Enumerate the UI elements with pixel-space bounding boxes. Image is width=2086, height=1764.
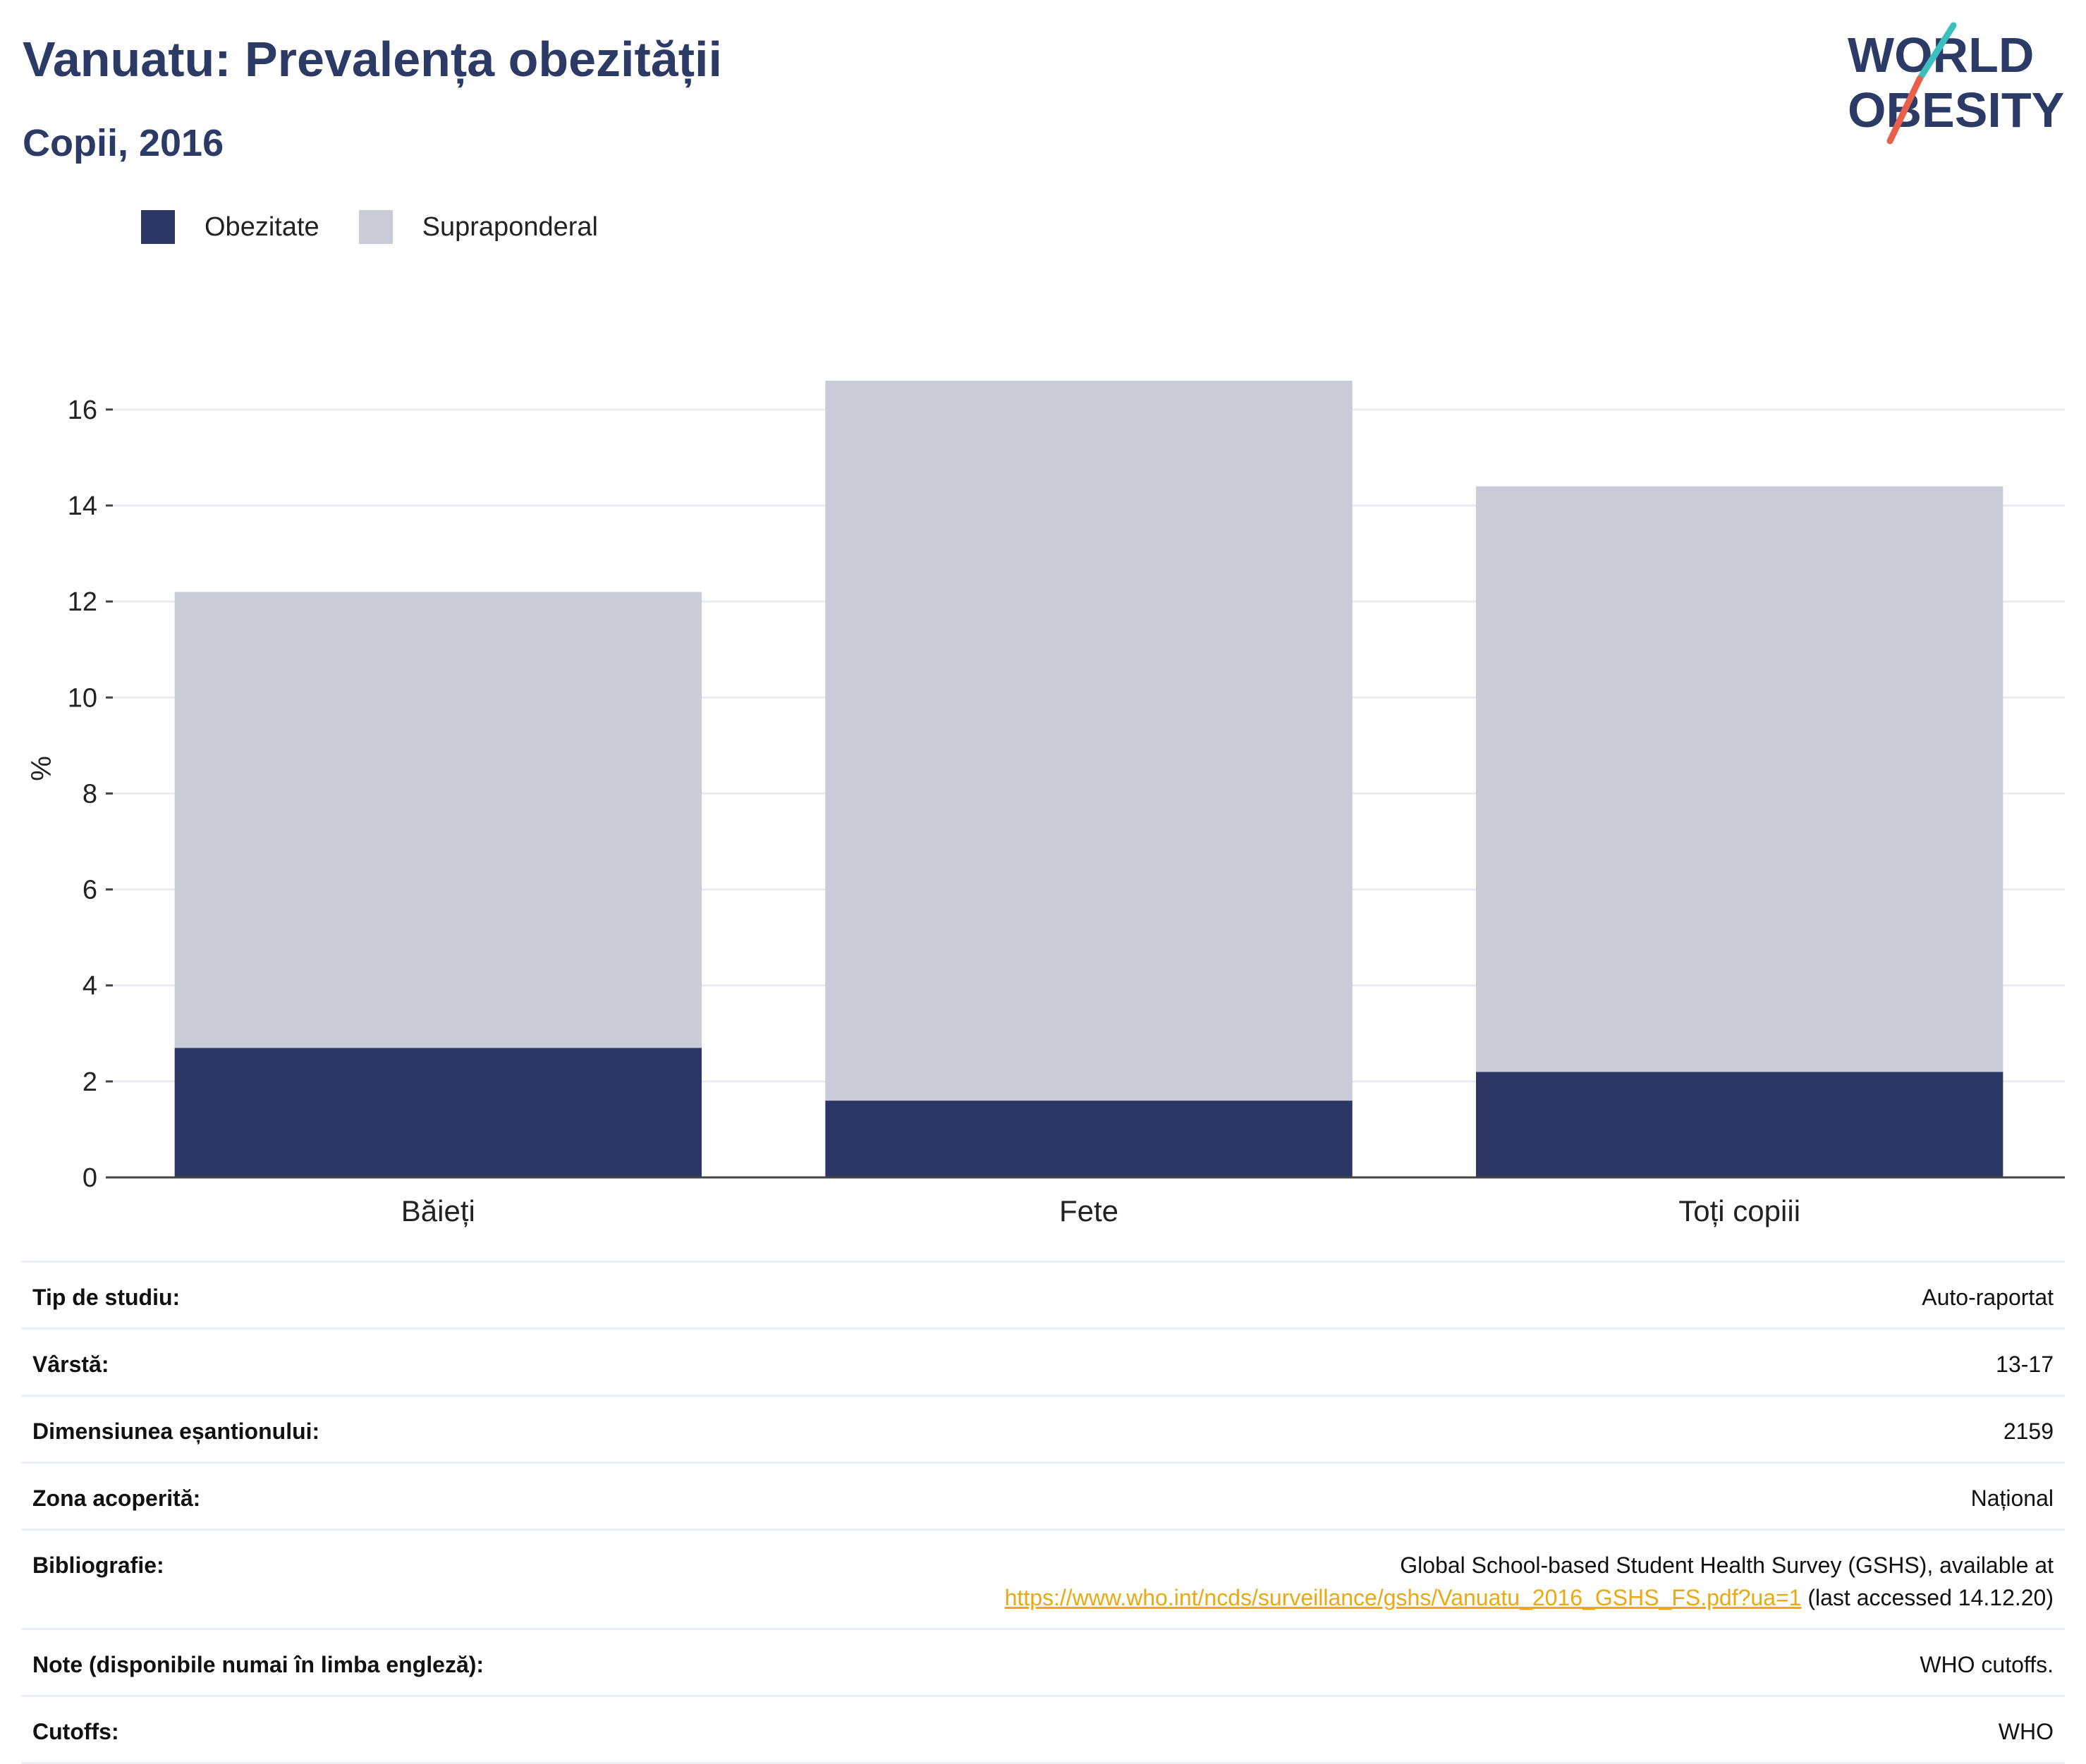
logo-line2: OBESITY bbox=[1848, 82, 2064, 137]
info-value: WHO cutoffs. bbox=[1920, 1652, 2054, 1677]
page-title: Vanuatu: Prevalența obezității bbox=[23, 32, 722, 87]
info-label: Cutoffs: bbox=[32, 1719, 119, 1744]
info-table: Tip de studiu: Auto-raportat Vârstă: 13-… bbox=[21, 1261, 2065, 1764]
legend-item-obesity[interactable]: Obezitate bbox=[141, 210, 319, 244]
y-tick-label-6: 6 bbox=[83, 876, 97, 905]
legend-label-obesity: Obezitate bbox=[205, 212, 319, 242]
legend: Obezitate Supraponderal bbox=[141, 210, 638, 244]
bar-obesity-0[interactable] bbox=[174, 1048, 702, 1177]
bibliography-suffix: (last accessed 14.12.20) bbox=[1801, 1585, 2054, 1610]
y-tick-label-16: 16 bbox=[68, 396, 97, 425]
info-value-bibliography: Global School-based Student Health Surve… bbox=[1005, 1549, 2054, 1614]
info-label: Zona acoperită: bbox=[32, 1486, 201, 1511]
info-value: WHO bbox=[1998, 1719, 2054, 1744]
info-row-study-type: Tip de studiu: Auto-raportat bbox=[21, 1261, 2065, 1328]
info-label: Bibliografie: bbox=[32, 1552, 164, 1578]
x-tick-label-1: Fete bbox=[1059, 1194, 1118, 1227]
bibliography-text: Global School-based Student Health Surve… bbox=[1400, 1552, 2054, 1578]
info-value: Național bbox=[1970, 1486, 2054, 1511]
y-tick-label-14: 14 bbox=[68, 491, 97, 521]
page-subtitle: Copii, 2016 bbox=[23, 122, 224, 164]
info-value: 13-17 bbox=[1996, 1352, 2054, 1377]
bibliography-link[interactable]: https://www.who.int/ncds/surveillance/gs… bbox=[1004, 1585, 1802, 1610]
info-row-bibliography: Bibliografie: Global School-based Studen… bbox=[21, 1529, 2065, 1628]
info-row-cutoffs: Cutoffs: WHO bbox=[21, 1695, 2065, 1764]
info-label: Note (disponibile numai în limba engleză… bbox=[32, 1652, 484, 1677]
y-axis-label: % bbox=[26, 756, 57, 781]
axis-layer: 0 2 4 6 8 10 12 14 16 Băieți Fete Toți copiii bbox=[68, 396, 2065, 1227]
info-row-sample-size: Dimensiunea eșantionului: 2159 bbox=[21, 1395, 2065, 1462]
y-tick-label-12: 12 bbox=[68, 587, 97, 617]
info-row-age: Vârstă: 13-17 bbox=[21, 1328, 2065, 1395]
world-obesity-logo: WORLD OBESITY bbox=[1848, 22, 2064, 145]
info-row-area: Zona acoperită: Național bbox=[21, 1462, 2065, 1529]
info-value: Auto-raportat bbox=[1922, 1285, 2054, 1310]
logo-line1: WORLD bbox=[1848, 27, 2034, 82]
bar-chart: 0 2 4 6 8 10 12 14 16 Băieți Fete Toți copiii % bbox=[26, 381, 2065, 1227]
bar-obesity-1[interactable] bbox=[825, 1101, 1353, 1177]
info-label: Dimensiunea eșantionului: bbox=[32, 1419, 320, 1444]
bar-obesity-2[interactable] bbox=[1475, 1072, 2003, 1177]
info-label: Tip de studiu: bbox=[32, 1285, 181, 1310]
legend-label-overweight: Supraponderal bbox=[422, 212, 598, 242]
info-row-notes: Note (disponibile numai în limba engleză… bbox=[21, 1628, 2065, 1695]
bar-overweight-1[interactable] bbox=[825, 381, 1353, 1101]
legend-item-overweight[interactable]: Supraponderal bbox=[358, 210, 598, 244]
y-tick-label-10: 10 bbox=[68, 683, 97, 713]
y-tick-label-4: 4 bbox=[83, 972, 97, 1001]
legend-swatch-overweight bbox=[358, 210, 393, 244]
info-label: Vârstă: bbox=[32, 1352, 109, 1377]
x-tick-label-0: Băieți bbox=[401, 1194, 475, 1227]
info-value: 2159 bbox=[2003, 1419, 2054, 1444]
bars-layer bbox=[174, 381, 2003, 1177]
legend-swatch-obesity bbox=[141, 210, 175, 244]
logo-slash-bottom bbox=[1886, 75, 1923, 145]
logo-slash-top bbox=[1916, 22, 1957, 82]
y-tick-label-8: 8 bbox=[83, 779, 97, 809]
x-tick-label-2: Toți copiii bbox=[1678, 1194, 1800, 1227]
y-tick-label-2: 2 bbox=[83, 1067, 97, 1097]
y-tick-label-0: 0 bbox=[83, 1163, 97, 1193]
bar-overweight-2[interactable] bbox=[1475, 486, 2003, 1072]
bar-overweight-0[interactable] bbox=[174, 592, 702, 1048]
